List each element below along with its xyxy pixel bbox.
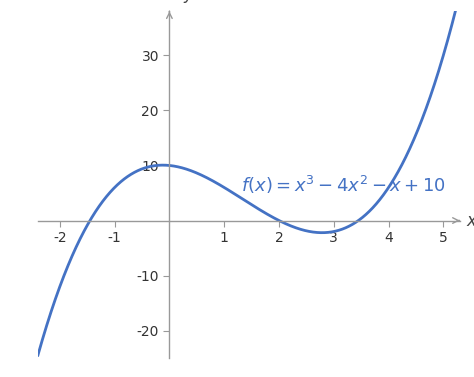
Text: x: x (466, 211, 474, 230)
Text: $f(x) = x^3 - 4x^2 - x + 10$: $f(x) = x^3 - 4x^2 - x + 10$ (241, 174, 446, 196)
Text: y: y (183, 0, 193, 3)
